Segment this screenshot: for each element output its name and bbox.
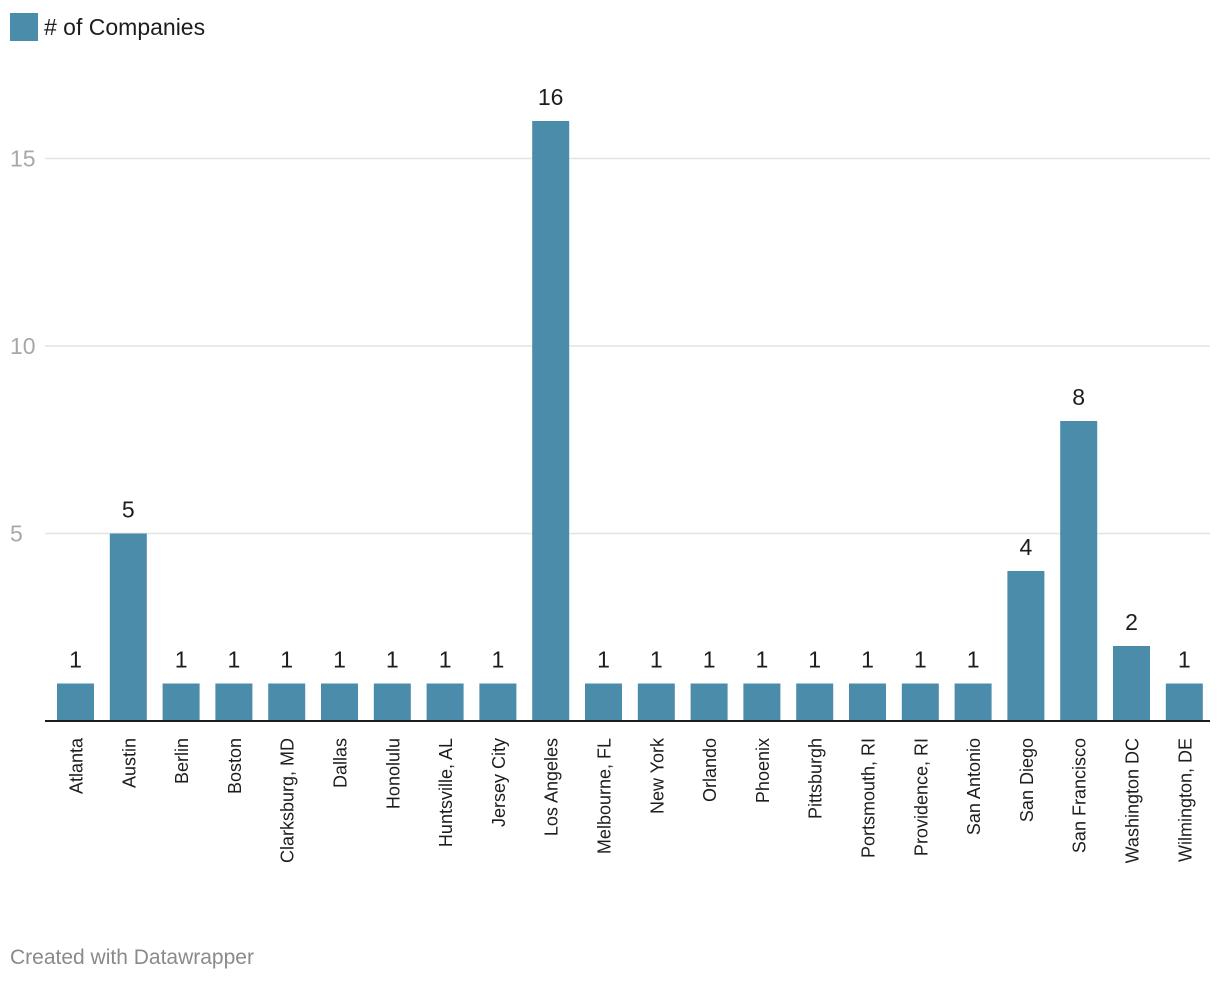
bar xyxy=(1060,421,1098,721)
y-tick-label: 5 xyxy=(10,521,23,547)
data-label: 4 xyxy=(1020,534,1033,560)
x-tick-label: Wilmington, DE xyxy=(1175,738,1195,862)
data-label: 1 xyxy=(1178,647,1191,673)
bar xyxy=(268,683,306,721)
x-tick-label: Atlanta xyxy=(67,737,87,794)
bar-chart: 5 10 15 1 Atlanta 5 Austin 1 Berlin 1 Boston 1 Clark… xyxy=(10,84,1210,863)
bar xyxy=(532,121,570,721)
data-label: 1 xyxy=(439,647,452,673)
bar xyxy=(690,683,728,721)
bar xyxy=(109,533,147,721)
bar xyxy=(1007,571,1045,721)
bar xyxy=(321,683,358,721)
data-label: 1 xyxy=(967,647,980,673)
data-label: 1 xyxy=(492,647,505,673)
data-label: 1 xyxy=(333,647,346,673)
bar xyxy=(162,683,200,721)
data-label: 1 xyxy=(756,647,769,673)
x-tick-label: San Antonio xyxy=(964,738,984,835)
data-label: 2 xyxy=(1125,609,1138,635)
x-tick-label: Berlin xyxy=(172,738,192,784)
x-tick-label: Portsmouth, RI xyxy=(859,738,879,858)
bar xyxy=(743,683,781,721)
bar xyxy=(57,683,94,721)
x-tick-label: San Diego xyxy=(1017,738,1037,822)
credit-text: Created with Datawrapper xyxy=(10,946,254,969)
x-tick-label: Providence, RI xyxy=(911,738,931,856)
bar xyxy=(637,683,675,721)
bar xyxy=(796,683,834,721)
data-label: 1 xyxy=(69,647,82,673)
data-label: 1 xyxy=(914,647,927,673)
x-tick-label: Melbourne, FL xyxy=(595,738,615,854)
x-tick-label: Clarksburg, MD xyxy=(278,738,298,863)
bar xyxy=(1113,646,1150,721)
x-tick-label: San Francisco xyxy=(1070,738,1090,853)
x-tick-label: Orlando xyxy=(700,738,720,802)
data-label: 1 xyxy=(228,647,241,673)
bar xyxy=(901,683,939,721)
data-label: 5 xyxy=(122,497,135,523)
x-tick-label: Boston xyxy=(225,738,245,794)
bar xyxy=(373,683,411,721)
x-tick-label: Huntsville, AL xyxy=(436,738,456,847)
data-label: 1 xyxy=(650,647,663,673)
x-tick-label: Dallas xyxy=(331,738,351,788)
bar xyxy=(426,683,464,721)
x-tick-label: Austin xyxy=(119,738,139,788)
legend: # of Companies xyxy=(10,12,205,42)
data-label: 8 xyxy=(1072,384,1085,410)
data-label: 1 xyxy=(175,647,188,673)
data-label: 16 xyxy=(538,84,564,110)
data-label: 1 xyxy=(280,647,293,673)
x-tick-label: Los Angeles xyxy=(542,738,562,836)
bar xyxy=(479,683,517,721)
bar xyxy=(1165,683,1203,721)
x-tick-label: New York xyxy=(647,737,667,814)
x-tick-label: Washington DC xyxy=(1123,738,1143,863)
y-tick-label: 15 xyxy=(10,146,36,172)
data-label: 1 xyxy=(861,647,874,673)
y-tick-label: 10 xyxy=(10,333,36,359)
data-label: 1 xyxy=(808,647,821,673)
bar xyxy=(954,683,992,721)
legend-label: # of Companies xyxy=(44,13,206,40)
bar xyxy=(849,683,886,721)
x-tick-label: Pittsburgh xyxy=(806,738,826,819)
bar xyxy=(215,683,253,721)
data-label: 1 xyxy=(703,647,716,673)
data-label: 1 xyxy=(597,647,610,673)
legend-swatch xyxy=(10,13,38,41)
x-tick-label: Phoenix xyxy=(753,738,773,803)
x-tick-label: Honolulu xyxy=(383,738,403,809)
bar xyxy=(585,683,622,721)
data-label: 1 xyxy=(386,647,399,673)
x-tick-label: Jersey City xyxy=(489,738,509,827)
